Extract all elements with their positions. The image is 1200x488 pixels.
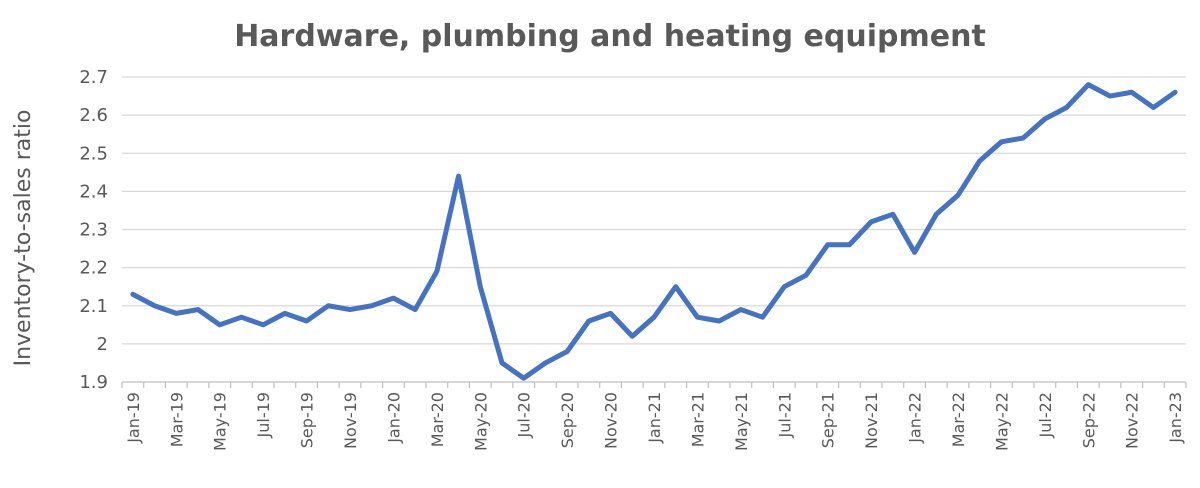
x-tick-label: Nov-22	[1123, 392, 1142, 449]
x-tick-label: Jul-19	[254, 392, 273, 438]
y-tick-label: 2.3	[79, 220, 108, 241]
x-tick-label: Mar-21	[688, 392, 707, 447]
y-tick-label: 2	[97, 334, 108, 355]
x-tick-label: Nov-21	[862, 392, 881, 449]
y-tick-label: 2.6	[79, 105, 108, 126]
x-tick-label: Sep-19	[298, 392, 317, 448]
x-tick-label: Mar-22	[949, 392, 968, 447]
chart-title: Hardware, plumbing and heating equipment	[234, 19, 986, 54]
gridlines	[122, 76, 1186, 383]
x-tick-label: Nov-19	[341, 392, 360, 449]
x-tick-label: Sep-20	[558, 392, 577, 448]
x-axis-ticks: Jan-19 Mar-19 May-19 Jul-19 Sep-19 Nov-19 Jan-…	[121, 382, 1187, 451]
y-tick-label: 2.4	[79, 181, 108, 202]
x-tick-label: Jul-21	[775, 392, 794, 438]
x-tick-label: Mar-19	[167, 392, 186, 447]
x-tick-label: Sep-22	[1079, 392, 1098, 448]
y-axis-label: Inventory-to-sales ratio	[11, 110, 36, 367]
x-tick-label: May-22	[992, 392, 1011, 451]
y-tick-label: 2.7	[79, 67, 108, 88]
x-tick-label: May-20	[471, 392, 490, 451]
x-tick-label: Mar-20	[428, 392, 447, 447]
x-tick-label: May-21	[732, 392, 751, 451]
series-layer	[130, 82, 1178, 381]
y-tick-label: 2.2	[79, 258, 108, 279]
x-tick-label: Jul-20	[515, 392, 534, 438]
x-tick-label: Jan-20	[384, 392, 403, 444]
series-line	[130, 82, 1178, 381]
x-tick-label: May-19	[211, 392, 230, 451]
y-tick-label: 2.5	[79, 143, 108, 164]
x-tick-label: Jul-22	[1036, 392, 1055, 438]
y-tick-label: 2.1	[79, 296, 108, 317]
y-axis-ticks: 1.9 2 2.1 2.2 2.3 2.4 2.5 2.6 2.7	[79, 67, 108, 393]
y-tick-label: 1.9	[79, 372, 108, 393]
x-tick-label: Jan-21	[645, 392, 664, 444]
x-tick-label: Jan-19	[124, 392, 143, 444]
x-tick-label: Jan-22	[906, 392, 925, 444]
x-tick-label: Jan-23	[1166, 392, 1185, 444]
x-tick-label: Nov-20	[602, 392, 621, 449]
x-tick-label: Sep-21	[819, 392, 838, 448]
